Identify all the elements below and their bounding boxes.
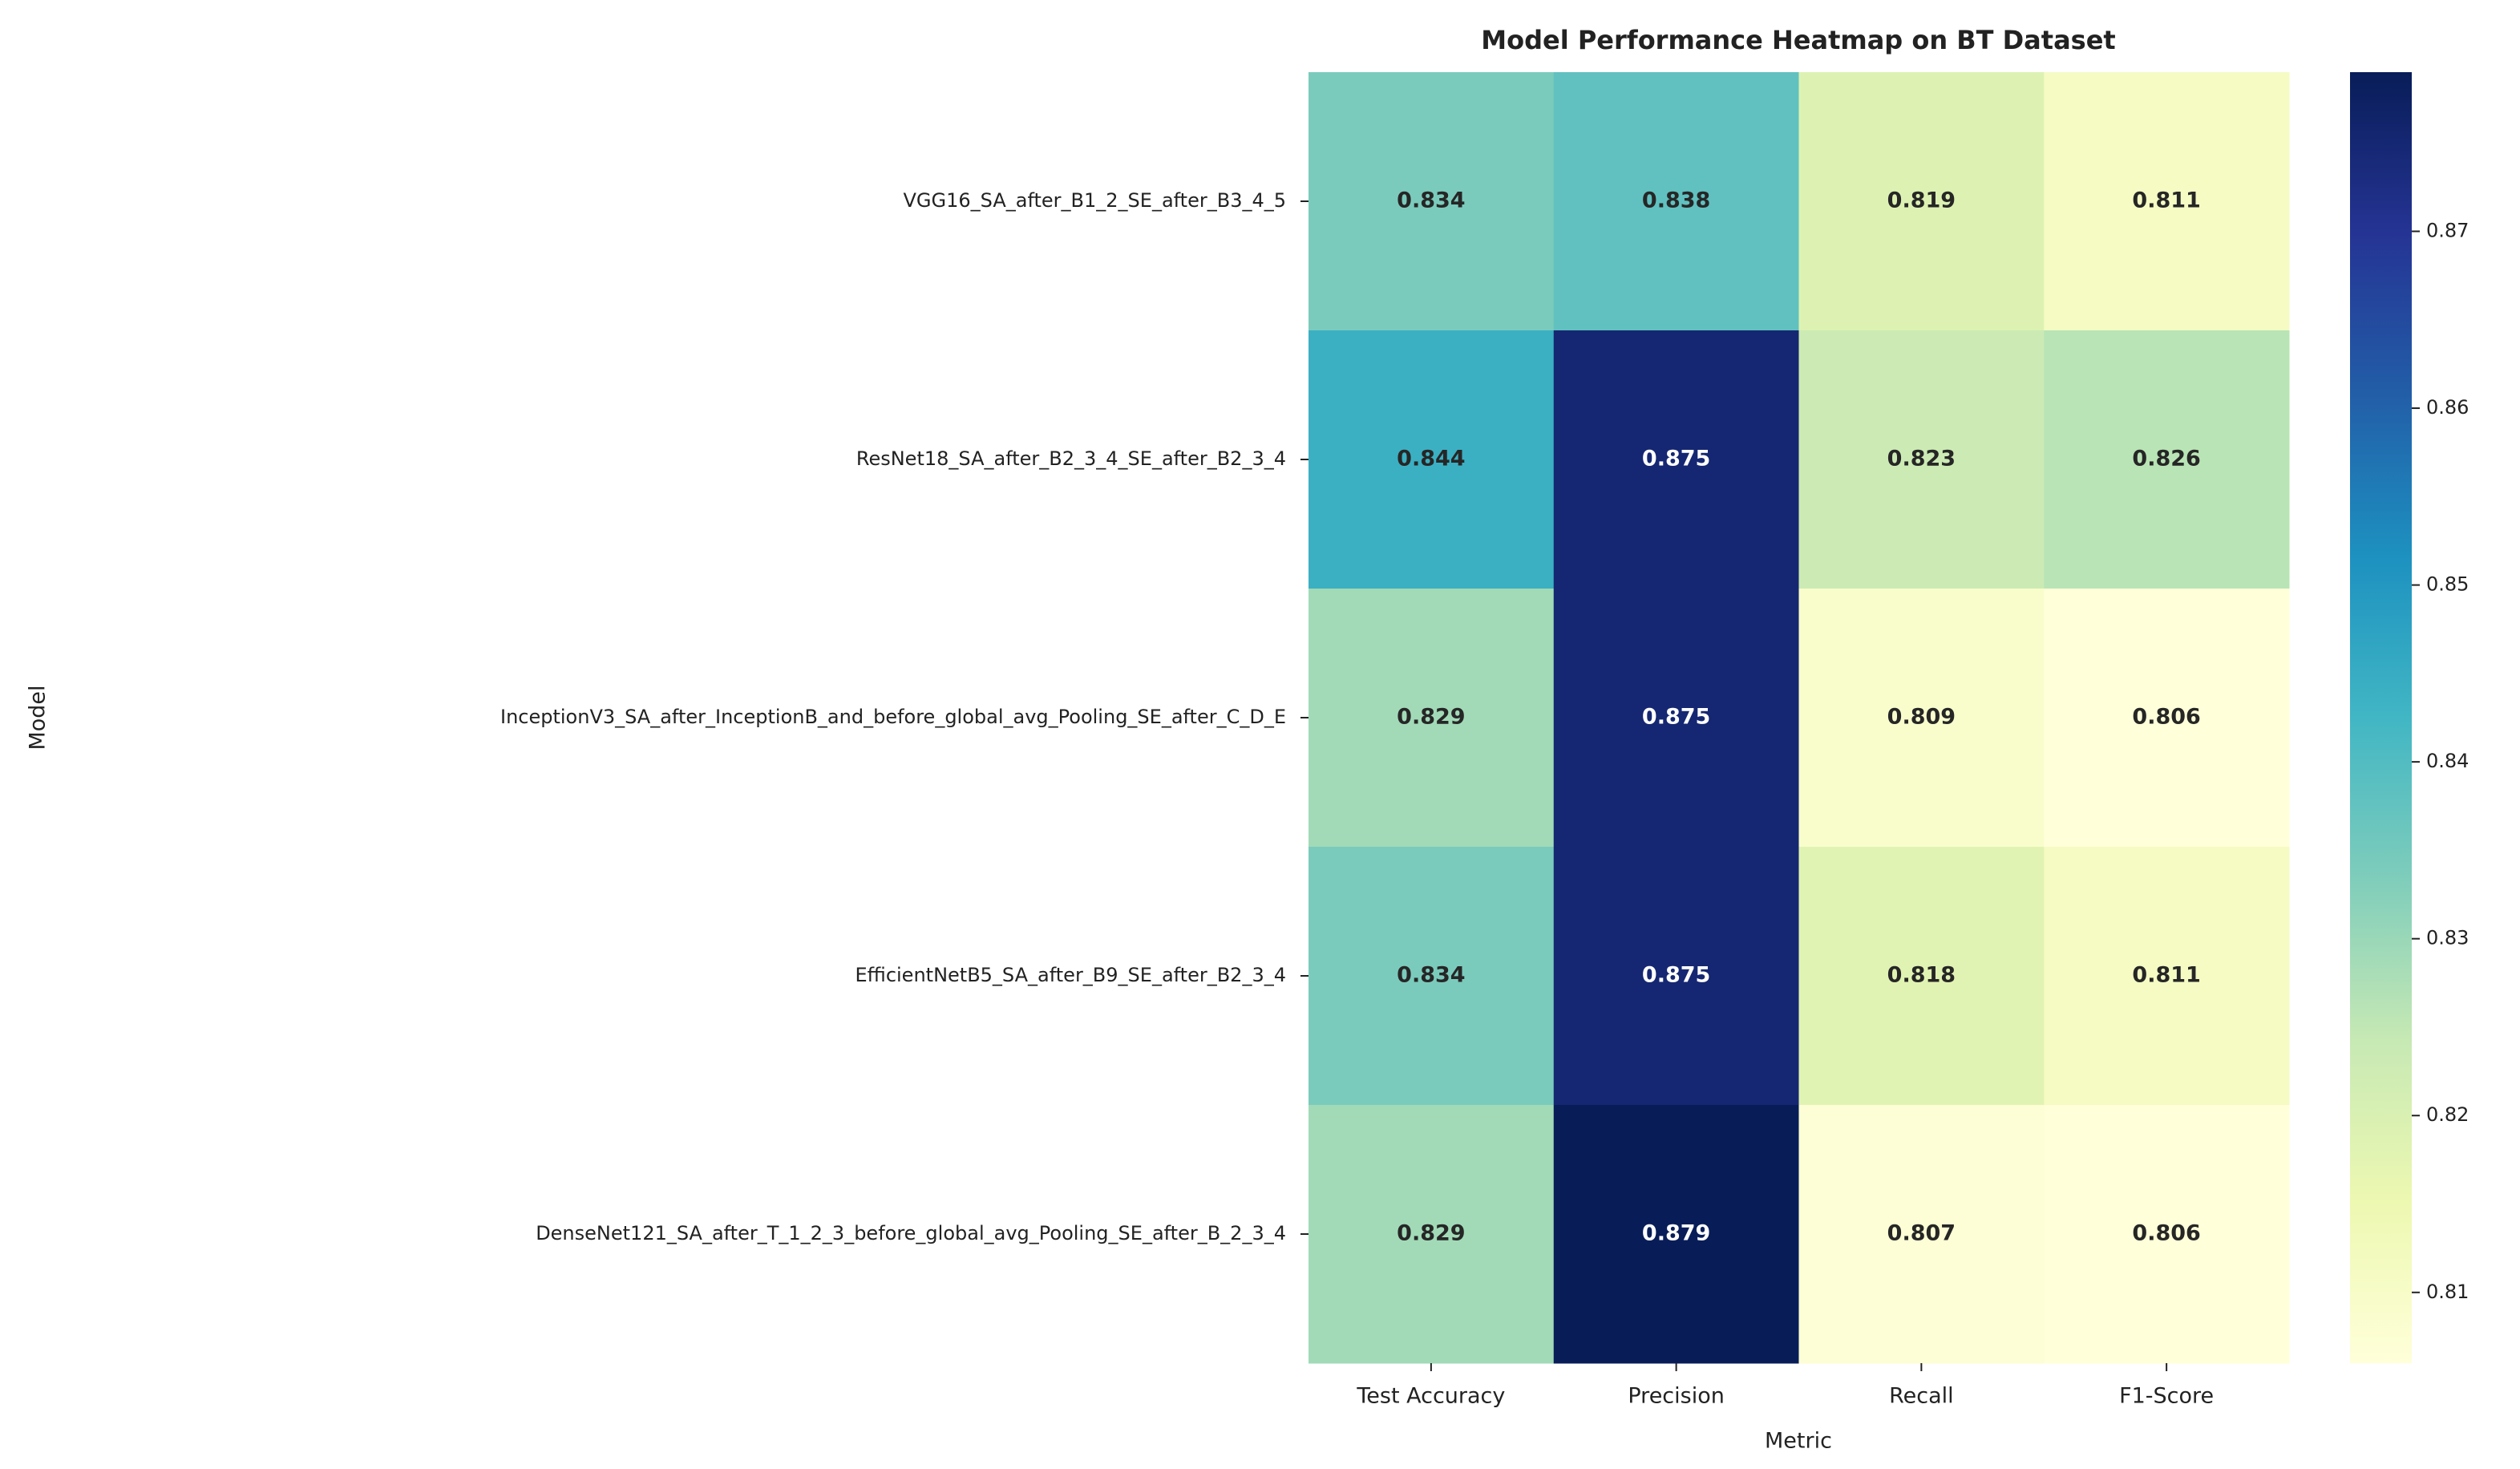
y-tick-label: DenseNet121_SA_after_T_1_2_3_before_glob…	[536, 1222, 1286, 1244]
x-tick-label: Recall	[1889, 1384, 1954, 1409]
cell-label: 0.807	[1887, 1221, 1956, 1246]
heatmap-cell	[1553, 589, 1799, 848]
cell-label: 0.811	[2132, 963, 2200, 988]
heatmap-cell	[2044, 847, 2290, 1106]
chart-title: Model Performance Heatmap on BT Dataset	[1481, 25, 2115, 55]
cell-label: 0.829	[1397, 1221, 1465, 1246]
x-tick-label: Precision	[1628, 1384, 1724, 1409]
heatmap-cell	[1798, 330, 2045, 589]
heatmap-cell	[1798, 847, 2045, 1106]
cell-label: 0.806	[2132, 1221, 2200, 1246]
cell-label: 0.879	[1642, 1221, 1710, 1246]
heatmap-cell	[1553, 72, 1799, 331]
cell-label: 0.818	[1887, 963, 1956, 988]
colorbar-tick-label: 0.86	[2426, 396, 2469, 419]
colorbar-tick-label: 0.82	[2426, 1103, 2469, 1126]
heatmap-cell	[1309, 330, 1555, 589]
heatmap-cell	[1309, 847, 1555, 1106]
heatmap-cell	[1798, 589, 2045, 848]
cell-label: 0.875	[1642, 705, 1710, 730]
cell-label: 0.834	[1397, 963, 1465, 988]
y-tick-label: VGG16_SA_after_B1_2_SE_after_B3_4_5	[904, 189, 1286, 212]
heatmap-cell	[1553, 1105, 1799, 1364]
heatmap-cell	[1309, 72, 1555, 331]
colorbar	[2350, 72, 2412, 1363]
colorbar-tick-label: 0.81	[2426, 1281, 2469, 1303]
heatmap-cell	[1553, 847, 1799, 1106]
x-tick-label: Test Accuracy	[1356, 1384, 1505, 1409]
heatmap-cell	[2044, 330, 2290, 589]
cell-label: 0.875	[1642, 963, 1710, 988]
cell-label: 0.811	[2132, 188, 2200, 213]
heatmap-cell	[1798, 72, 2045, 331]
x-axis-label: Metric	[1765, 1429, 1832, 1454]
heatmap-cell	[1553, 330, 1799, 589]
y-tick-label: EfficientNetB5_SA_after_B9_SE_after_B2_3…	[855, 964, 1286, 986]
colorbar-tick-label: 0.87	[2426, 219, 2469, 241]
cell-label: 0.844	[1397, 447, 1465, 471]
heatmap-cell	[1798, 1105, 2045, 1364]
cell-label: 0.834	[1397, 188, 1465, 213]
cell-label: 0.806	[2132, 705, 2200, 730]
heatmap-cell	[2044, 589, 2290, 848]
cell-label: 0.819	[1887, 188, 1956, 213]
heatmap-cell	[1309, 1105, 1555, 1364]
colorbar-tick-label: 0.83	[2426, 927, 2469, 949]
cell-label: 0.809	[1887, 705, 1956, 730]
cell-label: 0.826	[2132, 447, 2200, 471]
cell-label: 0.875	[1642, 447, 1710, 471]
colorbar-tick-label: 0.84	[2426, 750, 2469, 772]
colorbar-tick-label: 0.85	[2426, 573, 2469, 596]
heatmap-cell	[2044, 72, 2290, 331]
heatmap-cell	[2044, 1105, 2290, 1364]
heatmap-cell	[1309, 589, 1555, 848]
y-tick-label: ResNet18_SA_after_B2_3_4_SE_after_B2_3_4	[856, 447, 1286, 470]
cell-label: 0.823	[1887, 447, 1956, 471]
y-tick-label: InceptionV3_SA_after_InceptionB_and_befo…	[500, 706, 1286, 728]
y-axis-label: Model	[26, 685, 51, 750]
cell-label: 0.829	[1397, 705, 1465, 730]
cell-label: 0.838	[1642, 188, 1710, 213]
x-tick-label: F1-Score	[2119, 1384, 2214, 1409]
